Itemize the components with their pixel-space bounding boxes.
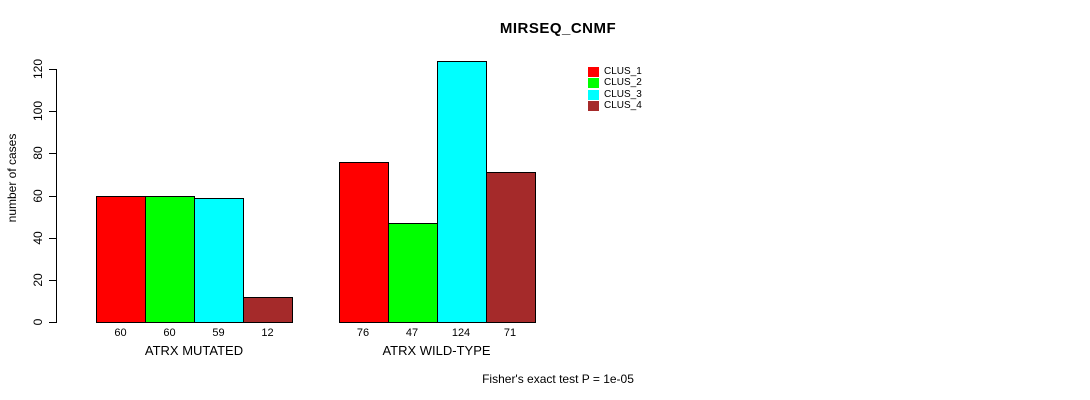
- bar-value-label: 47: [405, 327, 419, 339]
- y-axis-tick: [49, 322, 56, 323]
- bar-value-label: 60: [114, 327, 127, 339]
- footnote: Fisher's exact test P = 1e-05: [482, 372, 634, 386]
- bar-value-label: 59: [212, 327, 225, 339]
- legend-row: CLUS_3: [588, 89, 642, 101]
- y-axis-line: [56, 69, 57, 323]
- legend-swatch-icon: [588, 89, 599, 100]
- bar-value-label: 124: [451, 327, 471, 339]
- y-axis-tick-label: 80: [31, 146, 45, 161]
- legend-label: CLUS_2: [604, 77, 642, 89]
- y-axis-tick: [49, 111, 56, 113]
- bar-value-label: 12: [261, 327, 274, 339]
- legend-label: CLUS_4: [604, 100, 642, 112]
- bar-clus_3-group1: [194, 197, 244, 323]
- y-axis-label: number of cases: [5, 133, 19, 223]
- chart-title: MIRSEQ_CNMF: [499, 20, 617, 37]
- legend-swatch-icon: [588, 101, 599, 112]
- y-axis-tick-label: 0: [31, 318, 45, 326]
- bar-clus_1-group2: [338, 161, 389, 323]
- x-category-label: ATRX WILD-TYPE: [382, 343, 491, 358]
- y-axis-tick-label: 40: [31, 230, 45, 245]
- bar-clus_2-group2: [387, 222, 438, 323]
- bar-clus_2-group1: [145, 195, 195, 323]
- legend-row: CLUS_2: [588, 78, 642, 90]
- y-axis-tick: [49, 237, 56, 239]
- bar-clus_4-group2: [485, 172, 536, 323]
- legend: CLUS_1 CLUS_2 CLUS_3 CLUS_4: [588, 66, 642, 112]
- legend-row: CLUS_1: [588, 66, 642, 78]
- bar-clus_4-group1: [243, 296, 293, 323]
- legend-label: CLUS_3: [604, 88, 642, 100]
- legend-row: CLUS_4: [588, 101, 642, 113]
- bar-value-label: 71: [503, 327, 517, 339]
- legend-swatch-icon: [588, 66, 599, 77]
- bar-value-label: 76: [356, 327, 370, 339]
- bar-clus_1-group1: [96, 195, 146, 323]
- x-category-label: ATRX MUTATED: [144, 343, 244, 358]
- y-axis-tick-label: 20: [31, 273, 45, 287]
- y-axis-tick: [49, 195, 56, 197]
- y-axis-tick-label: 100: [31, 101, 45, 122]
- y-axis-tick-label: 60: [31, 188, 45, 203]
- y-axis-tick: [49, 279, 56, 281]
- legend-swatch-icon: [588, 78, 599, 89]
- legend-label: CLUS_1: [604, 65, 642, 77]
- y-axis-tick: [49, 69, 56, 70]
- y-axis-tick: [49, 153, 56, 155]
- bar-value-label: 60: [163, 327, 176, 339]
- bar-clus_3-group2: [436, 60, 487, 323]
- y-axis-tick-label: 120: [31, 58, 45, 80]
